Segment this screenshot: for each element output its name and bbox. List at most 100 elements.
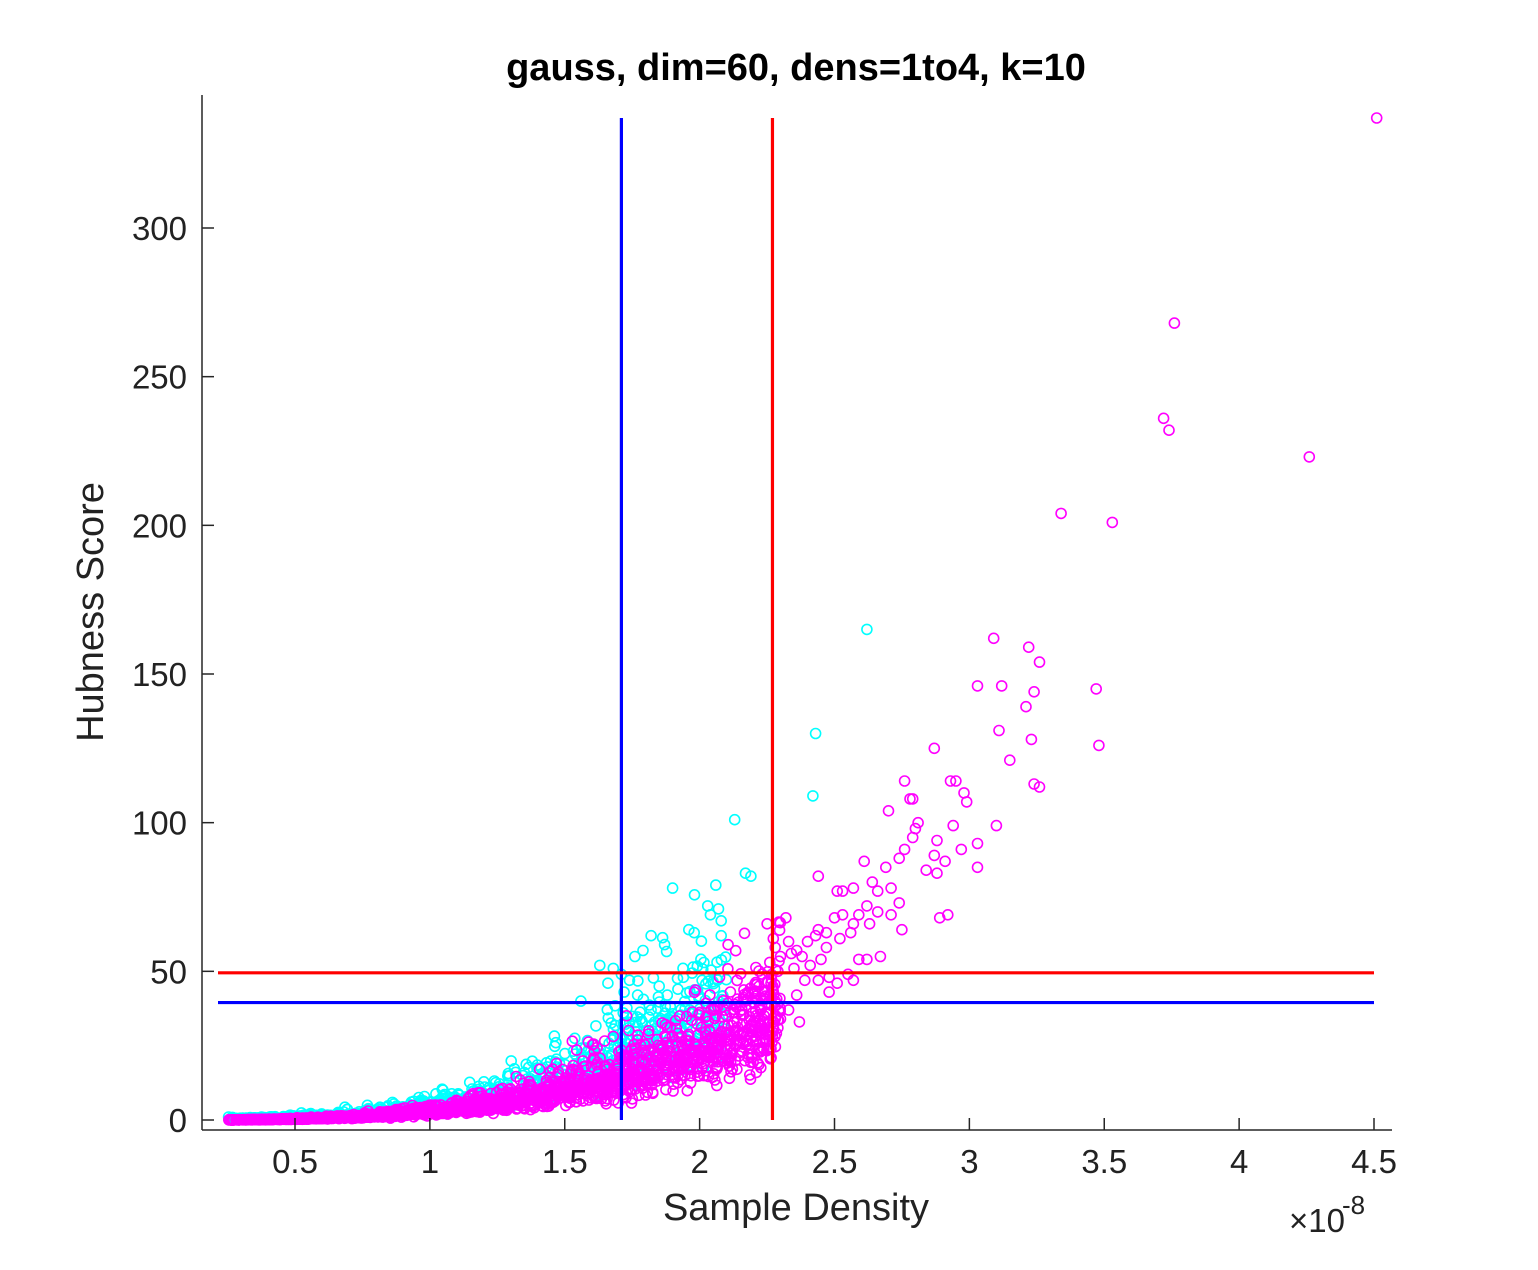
data-point-magenta xyxy=(831,885,844,897)
data-point-magenta xyxy=(655,1044,668,1056)
data-point-magenta xyxy=(724,986,737,998)
data-point-magenta xyxy=(414,1105,426,1117)
data-point-magenta xyxy=(912,816,924,829)
data-point-magenta xyxy=(638,1038,651,1051)
data-point-cyan xyxy=(661,989,674,1001)
data-point-cyan xyxy=(593,959,606,972)
x-axis-label: Sample Density xyxy=(663,1187,929,1229)
data-point-magenta xyxy=(710,1063,723,1075)
data-point-magenta xyxy=(722,1053,734,1065)
data-point-magenta xyxy=(692,1029,704,1041)
x-tick-label: 0.5 xyxy=(272,1143,318,1180)
data-point-cyan xyxy=(430,1088,442,1100)
data-point-cyan xyxy=(715,914,728,927)
data-point-magenta xyxy=(809,929,822,942)
x-exponent-power: -8 xyxy=(1342,1190,1365,1220)
data-point-magenta xyxy=(885,908,897,921)
data-point-magenta xyxy=(707,1004,720,1017)
data-point-magenta xyxy=(1055,507,1067,520)
data-point-magenta xyxy=(871,885,884,897)
data-point-cyan xyxy=(704,908,717,921)
data-point-magenta xyxy=(666,1038,679,1051)
data-point-magenta xyxy=(1106,516,1119,529)
data-point-magenta xyxy=(893,897,906,909)
data-point-cyan xyxy=(712,903,725,915)
data-point-magenta xyxy=(685,1043,698,1056)
data-point-cyan xyxy=(666,882,679,894)
x-tick-label: 2 xyxy=(690,1143,708,1180)
data-point-magenta xyxy=(525,1099,538,1111)
data-point-magenta xyxy=(1157,412,1170,425)
data-point-magenta xyxy=(636,1078,649,1091)
data-point-magenta xyxy=(852,908,865,921)
data-point-magenta xyxy=(733,1029,745,1041)
data-point-magenta xyxy=(847,882,860,894)
data-point-magenta xyxy=(598,1060,611,1073)
data-point-magenta xyxy=(670,1022,683,1035)
data-point-magenta xyxy=(812,870,825,883)
x-tick-label: 1 xyxy=(421,1143,439,1180)
data-point-magenta xyxy=(677,1041,689,1053)
data-point-magenta xyxy=(993,724,1005,737)
data-point-cyan xyxy=(605,1017,618,1029)
data-point-magenta xyxy=(420,1103,432,1115)
x-tick-label: 4 xyxy=(1230,1143,1248,1180)
data-point-magenta xyxy=(635,1056,648,1069)
data-point-magenta xyxy=(1370,112,1383,124)
data-point-magenta xyxy=(718,1020,731,1032)
data-point-cyan xyxy=(688,888,701,901)
data-point-magenta xyxy=(508,1098,521,1111)
y-tick-label: 250 xyxy=(132,359,187,396)
data-point-magenta xyxy=(715,1051,727,1063)
data-point-magenta xyxy=(723,1034,736,1047)
data-point-magenta xyxy=(879,861,892,874)
data-point-magenta xyxy=(563,1092,576,1104)
data-point-magenta xyxy=(944,775,957,787)
data-point-magenta xyxy=(738,988,751,1001)
data-point-magenta xyxy=(836,885,849,897)
data-point-magenta xyxy=(739,1054,751,1067)
data-point-cyan xyxy=(505,1055,518,1067)
data-point-magenta xyxy=(863,917,876,930)
data-point-magenta xyxy=(757,1043,770,1056)
data-point-magenta xyxy=(238,1113,251,1126)
data-point-magenta xyxy=(834,932,846,945)
data-point-magenta xyxy=(1022,641,1035,654)
data-point-magenta xyxy=(473,1097,485,1109)
data-point-magenta xyxy=(702,1045,715,1058)
data-point-magenta xyxy=(599,1095,612,1107)
data-point-magenta xyxy=(586,1076,598,1088)
data-point-cyan xyxy=(590,1020,602,1032)
data-point-magenta xyxy=(752,1058,765,1071)
data-point-cyan xyxy=(728,813,741,826)
data-point-magenta xyxy=(947,819,960,832)
y-tick-label: 0 xyxy=(169,1102,187,1139)
data-point-magenta xyxy=(906,831,919,844)
data-point-cyan xyxy=(709,879,722,891)
data-point-magenta xyxy=(896,923,908,936)
data-point-cyan xyxy=(632,975,644,987)
data-point-magenta xyxy=(281,1113,294,1126)
data-point-cyan xyxy=(645,929,657,942)
data-point-magenta xyxy=(774,950,787,963)
data-point-magenta xyxy=(688,1049,700,1061)
data-point-cyan xyxy=(705,964,717,977)
data-point-magenta xyxy=(656,1017,668,1029)
data-point-magenta xyxy=(651,1075,663,1087)
data-point-magenta xyxy=(769,963,782,976)
data-point-cyan xyxy=(618,986,630,998)
data-point-magenta xyxy=(874,950,887,963)
data-point-magenta xyxy=(326,1112,339,1124)
data-point-magenta xyxy=(660,1083,672,1096)
data-point-magenta xyxy=(796,950,808,963)
data-point-magenta xyxy=(627,1063,640,1076)
data-point-magenta xyxy=(683,1035,696,1047)
data-point-magenta xyxy=(790,989,803,1001)
data-point-magenta xyxy=(734,1027,747,1040)
data-point-magenta xyxy=(742,1048,755,1061)
data-point-magenta xyxy=(462,1100,475,1112)
data-point-magenta xyxy=(710,1040,723,1053)
data-point-cyan xyxy=(715,929,728,942)
data-point-magenta xyxy=(646,1086,659,1099)
